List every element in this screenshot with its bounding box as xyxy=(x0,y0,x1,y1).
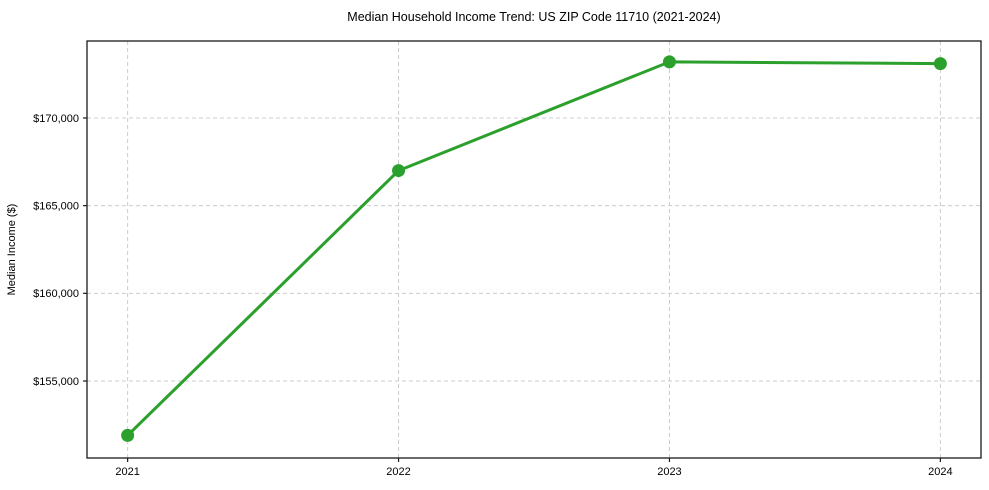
y-tick-label: $160,000 xyxy=(33,288,79,300)
data-point-marker xyxy=(662,55,676,69)
chart-title: Median Household Income Trend: US ZIP Co… xyxy=(347,10,720,24)
data-point-marker xyxy=(392,164,406,178)
grid-layer xyxy=(87,41,981,458)
tick-layer: $155,000 $160,000 $165,000 $170,000 2021 2022… xyxy=(33,113,952,478)
data-point-marker xyxy=(121,428,135,442)
plot-border xyxy=(86,40,982,459)
x-tick-label: 2024 xyxy=(928,466,952,478)
x-tick-label: 2022 xyxy=(386,466,410,478)
trend-line xyxy=(126,60,942,437)
y-tick-label: $170,000 xyxy=(33,113,79,125)
y-tick-label: $165,000 xyxy=(33,200,79,212)
data-point-marker xyxy=(933,57,947,71)
y-axis-label: Median Income ($) xyxy=(6,204,18,296)
y-tick-label: $155,000 xyxy=(33,376,79,388)
x-tick-label: 2021 xyxy=(115,466,139,478)
series-layer xyxy=(121,55,947,442)
x-tick-label: 2023 xyxy=(657,466,681,478)
